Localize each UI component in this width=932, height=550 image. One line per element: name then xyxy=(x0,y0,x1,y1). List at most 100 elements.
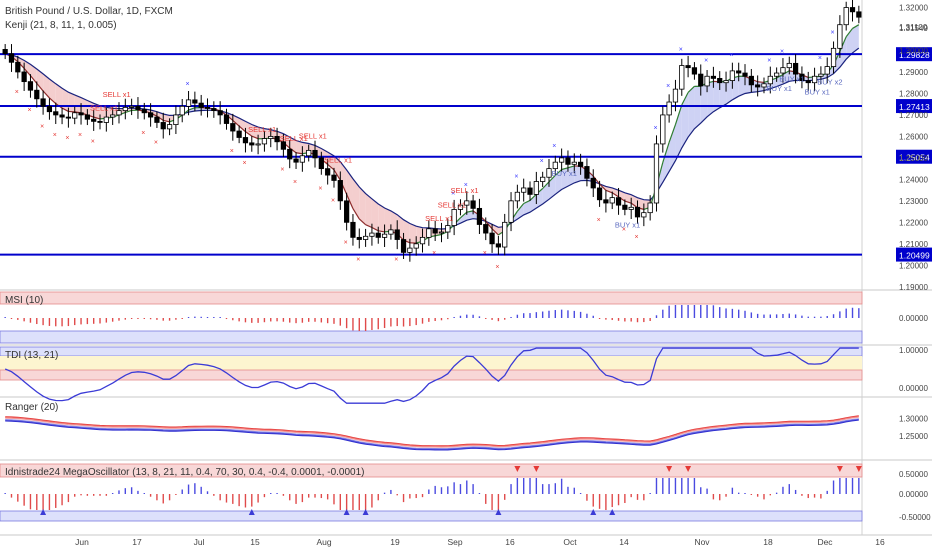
kenji-fast-line xyxy=(188,107,196,111)
candle-body xyxy=(400,239,407,253)
kenji-fast-line xyxy=(238,125,246,133)
candle-body xyxy=(103,116,109,123)
ranger-band-line xyxy=(5,418,859,450)
mega-buy-arrow xyxy=(40,509,47,515)
candle-body xyxy=(280,141,287,150)
buy-marker: × xyxy=(666,83,670,90)
candle-body xyxy=(2,49,8,55)
candle-body xyxy=(565,157,571,165)
candle-body xyxy=(388,229,394,235)
candle-body xyxy=(122,107,128,112)
kenji-cloud-segment xyxy=(548,175,556,200)
candle-body xyxy=(780,67,786,74)
sell-marker: × xyxy=(53,132,57,139)
candle-body xyxy=(837,24,843,49)
price-tick-label: 1.30000 xyxy=(899,46,928,55)
candle-body xyxy=(647,202,653,214)
kenji-cloud-segment xyxy=(555,169,562,195)
kenji-cloud-segment xyxy=(732,76,739,100)
sell-marker: × xyxy=(483,250,487,257)
candle-body xyxy=(8,53,15,63)
sell-marker: × xyxy=(318,186,322,193)
mega-buy-arrow xyxy=(609,509,616,515)
candle-body xyxy=(350,221,356,238)
kenji-cloud-segment xyxy=(74,94,82,113)
candle-body xyxy=(672,88,679,103)
kenji-fast-line xyxy=(42,90,50,99)
candle-body xyxy=(603,199,609,204)
kenji-fast-line xyxy=(485,220,493,230)
kenji-fast-line xyxy=(466,210,474,213)
candle-body xyxy=(704,75,710,87)
x-tick-label: 18 xyxy=(763,537,773,547)
kenji-fast-line xyxy=(365,224,373,229)
kenji-fast-line xyxy=(592,175,601,185)
kenji-fast-line xyxy=(352,208,360,220)
x-tick-label: Jul xyxy=(194,537,205,547)
kenji-cloud-segment xyxy=(567,165,575,187)
candle-body xyxy=(185,99,192,107)
kenji-cloud-segment xyxy=(384,207,391,232)
kenji-fast-line xyxy=(548,174,556,183)
sell-marker: × xyxy=(154,139,158,146)
kenji-fast-line xyxy=(542,181,550,189)
kenji-fast-line xyxy=(49,97,57,105)
kenji-cloud-segment xyxy=(258,127,265,139)
sell-marker: × xyxy=(230,148,234,155)
x-tick-label: Nov xyxy=(694,537,710,547)
sell-marker: × xyxy=(293,179,297,186)
kenji-cloud-segment xyxy=(726,77,733,105)
x-tick-label: Oct xyxy=(563,537,577,547)
candle-body xyxy=(261,138,268,145)
level-price-label: 1.20499 xyxy=(899,251,930,261)
buy-signal-label: BUY x1 xyxy=(805,87,830,96)
candle-body xyxy=(521,187,527,193)
kenji-fast-line xyxy=(839,36,847,52)
ranger-band-line xyxy=(5,416,859,448)
candle-body xyxy=(419,236,426,245)
candle-body xyxy=(476,207,483,225)
candle-body xyxy=(748,75,754,86)
x-tick-label: 14 xyxy=(619,537,629,547)
candle-body xyxy=(786,62,792,69)
kenji-fast-line xyxy=(251,135,259,140)
candle-body xyxy=(21,71,27,83)
candle-body xyxy=(729,70,735,81)
candle-body xyxy=(331,174,337,181)
price-tick-label: 1.20000 xyxy=(899,261,928,270)
kenji-cloud-segment xyxy=(707,81,714,117)
kenji-cloud-segment xyxy=(631,194,638,208)
sell-marker: × xyxy=(331,197,335,204)
candle-body xyxy=(236,130,242,138)
candle-body xyxy=(818,73,824,77)
x-tick-label: 17 xyxy=(132,537,142,547)
sell-marker: × xyxy=(15,89,19,96)
mega-buy-arrow xyxy=(248,509,255,515)
sell-signal-label: SELL x1 xyxy=(450,186,478,195)
candle-body xyxy=(306,149,312,157)
ranger-tick-label: 1.25000 xyxy=(899,432,928,441)
kenji-cloud-segment xyxy=(669,124,676,172)
candle-body xyxy=(755,84,761,88)
candle-body xyxy=(160,122,166,130)
mega-buy-arrow xyxy=(343,509,350,515)
tdi-pane-label: TDI (13, 21) xyxy=(5,350,59,361)
x-tick-label: 15 xyxy=(250,537,260,547)
msi-lower-band xyxy=(0,330,863,344)
kenji-cloud-segment xyxy=(49,78,56,104)
candle-body xyxy=(59,114,65,118)
sell-marker: × xyxy=(622,226,626,233)
kenji-cloud-segment xyxy=(340,161,347,195)
msi-upper-band xyxy=(0,291,863,305)
buy-marker: × xyxy=(729,52,733,59)
sell-marker: × xyxy=(280,166,284,173)
kenji-fast-line xyxy=(624,200,632,204)
candle-body xyxy=(470,200,476,209)
candle-body xyxy=(53,111,59,116)
kenji-cloud-segment xyxy=(296,140,303,154)
mega-buy-arrow xyxy=(590,509,597,515)
kenji-fast-line xyxy=(93,116,101,120)
kenji-cloud-segment xyxy=(55,83,63,109)
price-tick-label: 1.26000 xyxy=(899,132,928,141)
